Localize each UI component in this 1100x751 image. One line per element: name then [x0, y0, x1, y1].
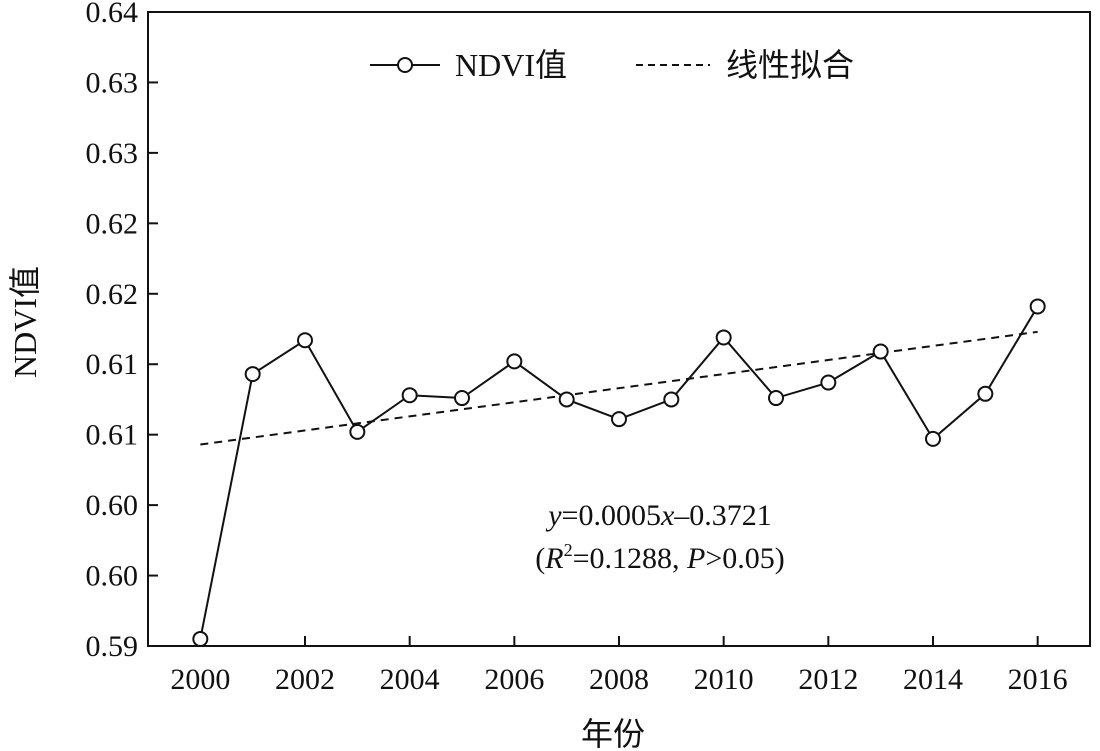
data-point: [820, 374, 837, 391]
data-point: [506, 353, 523, 370]
data-point: [872, 343, 889, 360]
x-tick-label: 2000: [170, 663, 230, 696]
markers-layer: [192, 298, 1046, 647]
ndvi-series-line: [199, 305, 1039, 640]
series-layer: [199, 305, 1039, 640]
y-tick-label: 0.62: [86, 207, 139, 240]
data-point: [1029, 298, 1046, 315]
legend: NDVI值 线性拟合: [370, 47, 854, 83]
x-axis-title: 年份: [581, 716, 645, 751]
stats-open: (: [535, 542, 545, 575]
stats-r-value: =0.1288,: [573, 542, 687, 575]
x-tick-label: 2002: [275, 663, 335, 696]
eq-intercept: –0.3721: [673, 499, 772, 532]
stats-p-value: >0.05): [705, 542, 784, 575]
y-tick-label: 0.60: [86, 489, 139, 522]
y-tick-label: 0.60: [86, 560, 139, 593]
legend-ndvi-marker: [397, 57, 413, 73]
data-point: [244, 366, 261, 383]
stats-r: R: [544, 542, 563, 575]
data-point: [977, 385, 994, 402]
y-tick-label: 0.59: [86, 630, 139, 663]
y-tick-label: 0.62: [86, 278, 139, 311]
data-point: [454, 390, 470, 407]
x-tick-label: 2004: [380, 663, 440, 696]
x-tick-label: 2006: [484, 663, 544, 696]
regression-equation: y=0.0005x–0.3721: [545, 499, 772, 532]
legend-ndvi-label: NDVI值: [455, 47, 567, 83]
eq-x: x: [660, 499, 675, 532]
x-tick-label: 2012: [798, 663, 858, 696]
stats-r-sup: 2: [564, 540, 573, 560]
y-tick-label: 0.63: [86, 66, 139, 99]
eq-y: y: [545, 499, 562, 532]
x-tick-label: 2010: [694, 663, 754, 696]
data-point: [925, 430, 941, 447]
stats-p: P: [686, 542, 705, 575]
x-tick-label: 2016: [1008, 663, 1068, 696]
data-point: [349, 423, 366, 440]
y-tick-label: 0.61: [86, 348, 139, 381]
data-point: [297, 332, 313, 349]
y-tick-label: 0.61: [86, 419, 139, 452]
data-point: [715, 329, 732, 346]
data-point: [663, 391, 680, 408]
regression-stats: (R2=0.1288, P>0.05): [535, 540, 785, 575]
y-axis-title: NDVI值: [7, 266, 43, 378]
x-tick-label: 2014: [903, 663, 963, 696]
x-tick-label: 2008: [589, 663, 649, 696]
data-point: [768, 390, 784, 407]
y-tick-label: 0.63: [86, 137, 139, 170]
eq-coef: =0.0005: [562, 499, 661, 532]
data-point: [558, 391, 575, 408]
data-point: [401, 387, 418, 404]
y-tick-label: 0.64: [86, 0, 139, 29]
data-point: [192, 630, 209, 647]
tick-marks: 2000 2002 2004 2006 2008 2010 2012 2014 2016 0.59…: [86, 0, 1068, 696]
trend-line: [200, 330, 1038, 446]
legend-fit-label: 线性拟合: [726, 47, 854, 83]
data-point: [611, 411, 627, 428]
trend-layer: [200, 330, 1038, 446]
